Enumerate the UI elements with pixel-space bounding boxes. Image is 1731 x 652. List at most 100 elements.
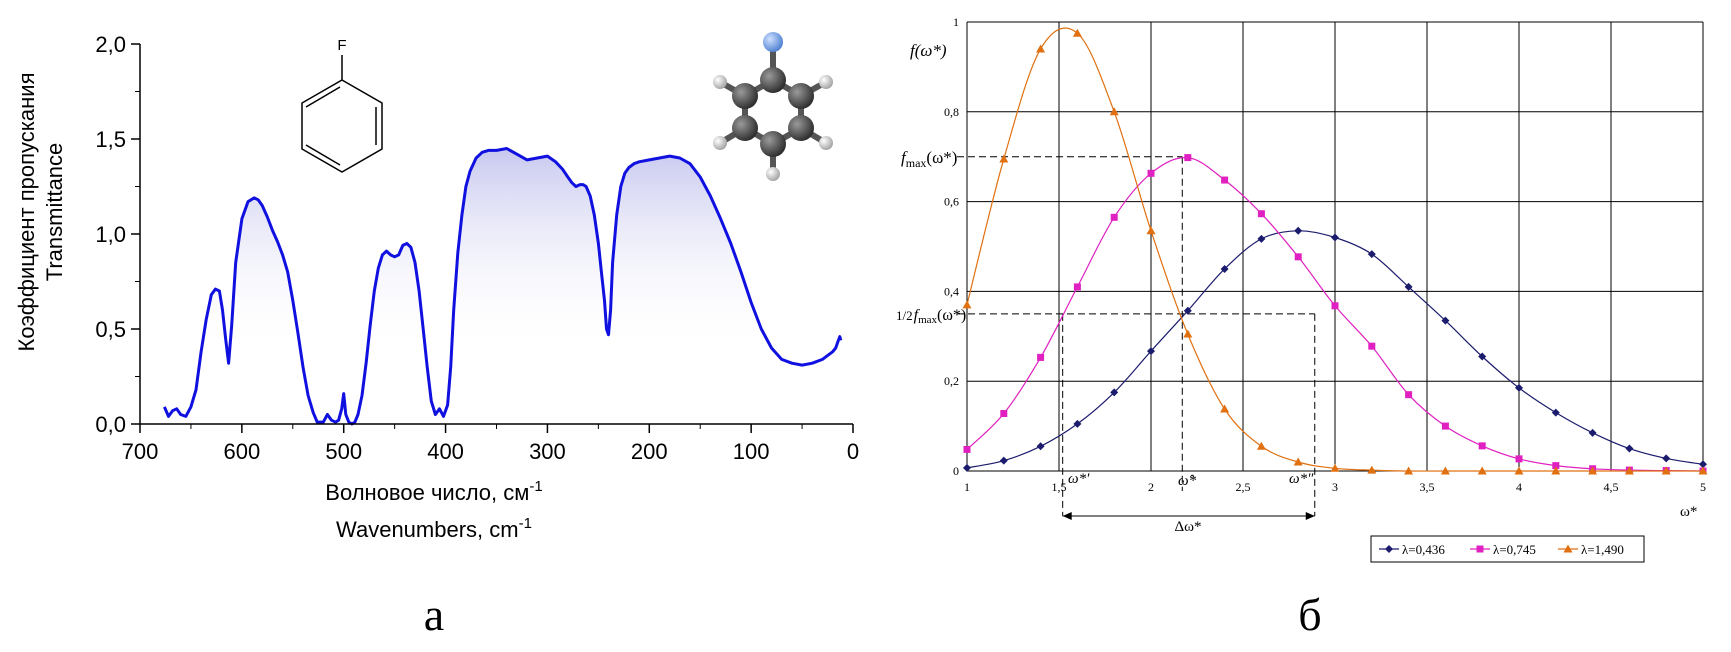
data-point <box>1330 463 1340 472</box>
y-tick-label: 0,6 <box>944 195 959 209</box>
legend-marker <box>1476 545 1484 553</box>
data-point <box>1661 466 1671 475</box>
data-point <box>1220 264 1229 273</box>
ir-axes: 700 600 500 400 300 200 100 0 0,0 0,5 1,0 1,5 2,0 <box>95 32 859 464</box>
f-atom <box>763 32 783 52</box>
h-atom <box>819 136 833 150</box>
data-point <box>1624 466 1634 475</box>
arrow-head-left <box>1062 512 1072 520</box>
y-tick-label: 0,4 <box>944 284 959 298</box>
legend-label: λ=0,436 <box>1402 542 1445 557</box>
data-point <box>1441 316 1450 325</box>
data-point <box>1625 444 1634 453</box>
fluorine-atom-label: F <box>337 37 346 54</box>
legend-label: λ=0,745 <box>1493 542 1536 557</box>
data-point <box>1368 342 1376 350</box>
data-point <box>1441 422 1449 430</box>
c-atom <box>732 83 758 109</box>
data-point <box>1147 347 1155 356</box>
x-tick-label: 1,5 <box>1052 480 1067 494</box>
data-point <box>1257 234 1266 243</box>
data-point <box>1256 441 1266 450</box>
y-tick-label: 0,8 <box>944 105 959 119</box>
data-point <box>1698 466 1708 475</box>
x-tick-label: 3,5 <box>1420 480 1435 494</box>
panel-b-caption: б <box>1298 589 1321 640</box>
data-point <box>1147 169 1155 177</box>
y-tick-label: 0,0 <box>95 412 126 437</box>
data-point <box>1588 466 1598 475</box>
legend: λ=0,436 λ=0,745 λ=1,490 <box>1370 535 1645 563</box>
y-axis-label: f(ω*) <box>910 41 947 60</box>
spectrum-fill <box>164 148 841 424</box>
x-tick-label: 4,5 <box>1604 480 1619 494</box>
data-point <box>1367 465 1377 474</box>
delta-omega-label: Δω* <box>1174 519 1201 535</box>
panel-a-caption: а <box>424 589 444 640</box>
x-tick-label: 0 <box>847 439 859 464</box>
x-tick-label: 400 <box>427 439 464 464</box>
data-point <box>962 300 972 309</box>
distribution-axes: 1 1,5 2 2,5 3 3,5 4 4,5 5 0 0,2 0,4 0,6 0,8 1 <box>944 15 1706 494</box>
data-point <box>1515 455 1523 463</box>
x-tick-label: 4 <box>1516 480 1522 494</box>
data-point <box>1037 353 1045 361</box>
data-point <box>1699 460 1707 469</box>
x-tick-label: 5 <box>1700 480 1706 494</box>
data-point <box>1184 154 1192 162</box>
y-tick-label: 1,0 <box>95 222 126 247</box>
data-point <box>1073 419 1082 428</box>
omega-double-prime-label: ω*″ <box>1289 471 1314 487</box>
x-tick-label: 600 <box>223 439 260 464</box>
data-point <box>1183 329 1193 338</box>
data-point <box>1073 283 1081 291</box>
spectrum-line <box>163 147 843 426</box>
distribution-panel: 1 1,5 2 2,5 3 3,5 4 4,5 5 0 0,2 0,4 0,6 0,8 1 f(ω*) ω*… <box>896 15 1708 640</box>
data-point <box>1000 410 1008 418</box>
x-axis-label-ru: Волновое число, см-1 <box>325 478 542 505</box>
data-point <box>1110 213 1118 221</box>
grid <box>966 21 1704 472</box>
data-point <box>999 154 1009 163</box>
c-atom <box>760 67 786 93</box>
data-point <box>1514 466 1524 475</box>
legend-label: λ=1,490 <box>1581 542 1624 557</box>
y-axis-label-ru: Коэффициент пропускания <box>14 73 39 352</box>
ir-spectrum-panel: 700 600 500 400 300 200 100 0 0,0 0,5 1,0 1,5 2,0 Ко… <box>14 32 859 640</box>
h-atom <box>713 136 727 150</box>
data-point <box>1552 462 1560 470</box>
data-point <box>1515 383 1523 392</box>
y-tick-label: 0,5 <box>95 317 126 342</box>
x-tick-label: 2,5 <box>1236 480 1251 494</box>
c-atom <box>788 83 814 109</box>
data-point <box>1551 466 1561 475</box>
data-point <box>999 456 1008 465</box>
data-point <box>1146 226 1156 235</box>
fluorobenzene-3d-model <box>713 32 833 181</box>
data-point <box>1220 404 1230 413</box>
x-tick-label: 500 <box>325 439 362 464</box>
fmax-label: fmax(ω*) <box>901 148 957 170</box>
c-atom <box>788 115 814 141</box>
h-atom <box>766 167 780 181</box>
legend-marker <box>1563 544 1573 553</box>
h-atom <box>713 75 727 89</box>
fluorobenzene-structure <box>301 55 383 173</box>
data-point <box>963 463 971 472</box>
data-point <box>1478 442 1486 450</box>
x-tick-label: 1 <box>964 480 970 494</box>
data-point <box>1183 306 1192 315</box>
data-point <box>1294 253 1302 261</box>
data-point <box>1110 388 1119 397</box>
data-point <box>1036 44 1046 53</box>
omega-prime-label: ω*′ <box>1068 471 1090 487</box>
data-point <box>1294 226 1303 235</box>
y-axis-label-en: Transmittance <box>42 143 67 282</box>
data-point <box>1367 250 1376 259</box>
x-tick-label: 2 <box>1148 480 1154 494</box>
x-tick-label: 3 <box>1332 480 1338 494</box>
y-tick-label: 1,5 <box>95 127 126 152</box>
data-point <box>1404 282 1413 291</box>
data-point <box>1662 454 1671 463</box>
